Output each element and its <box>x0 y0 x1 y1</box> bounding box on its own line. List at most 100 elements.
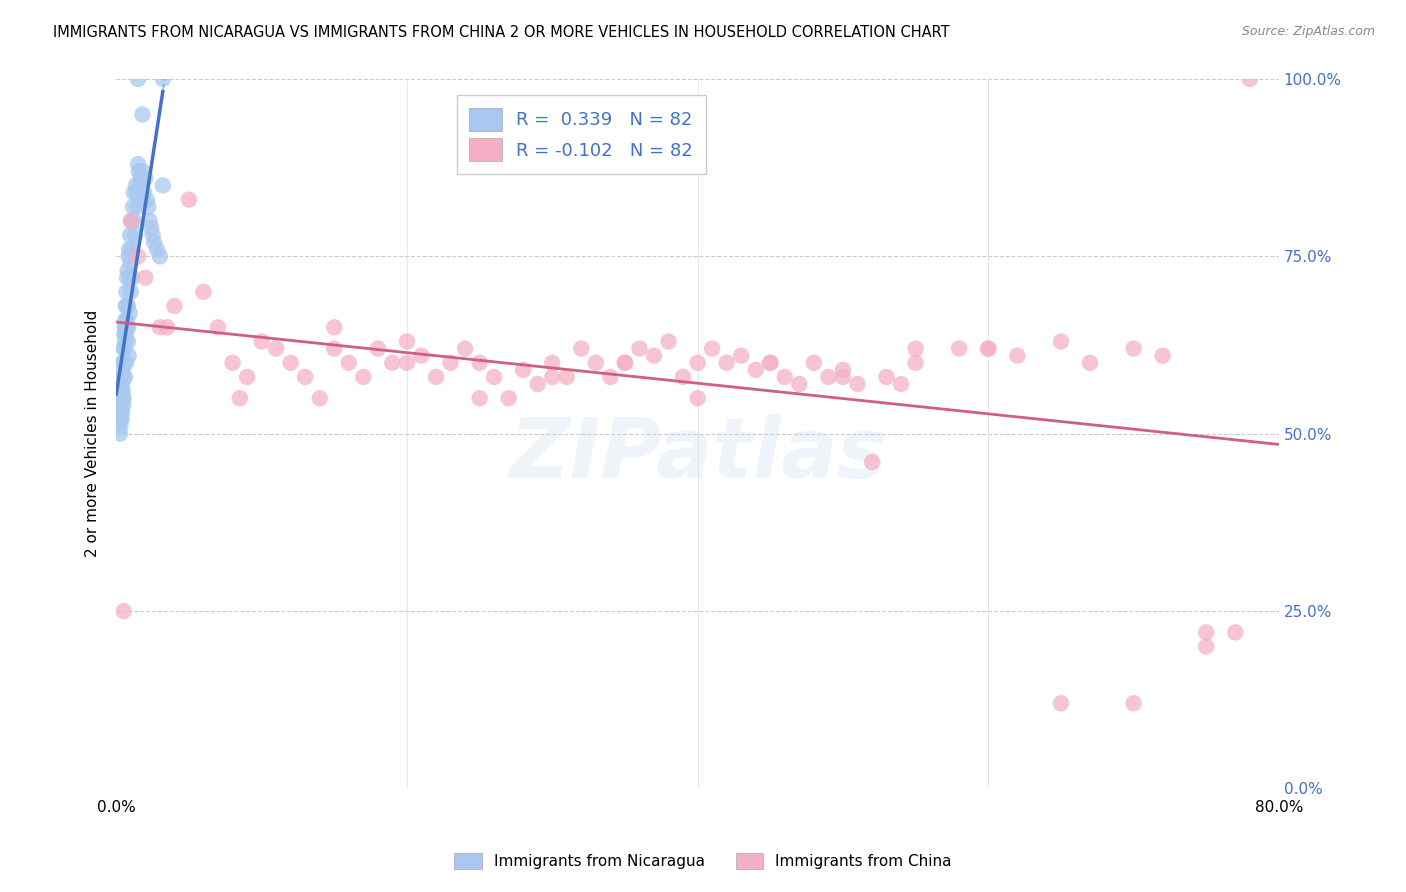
Point <box>832 363 855 377</box>
Point <box>613 356 636 370</box>
Point <box>108 412 131 426</box>
Point <box>152 178 174 193</box>
Point <box>1195 625 1218 640</box>
Point <box>129 171 152 186</box>
Point <box>127 157 149 171</box>
Point <box>948 342 970 356</box>
Point <box>229 391 252 405</box>
Point <box>1122 342 1144 356</box>
Point <box>115 299 138 313</box>
Point <box>672 370 695 384</box>
Point <box>759 356 782 370</box>
Point <box>1050 334 1073 349</box>
Point <box>120 256 142 270</box>
Point <box>114 320 136 334</box>
Point <box>114 299 136 313</box>
Point <box>127 249 149 263</box>
Point <box>117 263 139 277</box>
Point <box>759 356 782 370</box>
Point <box>114 327 136 342</box>
Point <box>112 391 135 405</box>
Point <box>904 356 927 370</box>
Point <box>977 342 1000 356</box>
Point <box>112 356 135 370</box>
Point <box>904 342 927 356</box>
Point <box>280 356 302 370</box>
Point <box>114 320 136 334</box>
Point <box>121 270 143 285</box>
Point <box>876 370 898 384</box>
Point <box>817 370 839 384</box>
Point <box>108 426 131 441</box>
Point <box>156 320 179 334</box>
Point <box>121 214 143 228</box>
Point <box>323 320 346 334</box>
Point <box>803 356 825 370</box>
Point <box>138 214 160 228</box>
Point <box>136 200 159 214</box>
Point <box>114 313 136 327</box>
Point <box>425 370 447 384</box>
Point <box>337 356 360 370</box>
Point <box>120 214 142 228</box>
Point <box>128 178 150 193</box>
Point <box>643 349 665 363</box>
Point <box>1152 349 1174 363</box>
Point <box>134 171 156 186</box>
Point <box>149 249 172 263</box>
Point <box>118 242 141 256</box>
Point <box>498 391 520 405</box>
Point <box>122 186 145 200</box>
Point <box>163 299 186 313</box>
Point <box>221 356 243 370</box>
Point <box>118 306 141 320</box>
Point <box>112 604 135 618</box>
Point <box>117 349 139 363</box>
Point <box>117 299 139 313</box>
Point <box>1078 356 1101 370</box>
Point <box>128 164 150 178</box>
Point <box>108 405 131 419</box>
Point <box>1050 696 1073 710</box>
Point <box>352 370 374 384</box>
Point <box>115 356 138 370</box>
Point <box>141 221 163 235</box>
Point <box>111 412 134 426</box>
Point <box>716 356 738 370</box>
Point <box>395 334 418 349</box>
Point <box>264 342 287 356</box>
Point <box>111 370 134 384</box>
Point <box>122 200 145 214</box>
Point <box>107 391 129 405</box>
Point <box>832 370 855 384</box>
Y-axis label: 2 or more Vehicles in Household: 2 or more Vehicles in Household <box>86 310 100 558</box>
Point <box>132 186 155 200</box>
Point <box>555 370 578 384</box>
Point <box>112 342 135 356</box>
Point <box>120 285 142 299</box>
Point <box>381 356 404 370</box>
Point <box>110 384 132 399</box>
Point <box>308 391 330 405</box>
Point <box>1195 640 1218 654</box>
Point <box>773 370 796 384</box>
Point <box>152 72 174 87</box>
Point <box>121 242 143 256</box>
Point <box>395 356 418 370</box>
Point <box>108 398 131 412</box>
Point <box>657 334 679 349</box>
Point <box>111 377 134 392</box>
Point <box>117 334 139 349</box>
Point <box>789 377 811 392</box>
Point <box>1225 625 1247 640</box>
Point <box>149 320 172 334</box>
Point <box>112 327 135 342</box>
Point <box>111 363 134 377</box>
Point <box>110 391 132 405</box>
Point <box>860 455 883 469</box>
Point <box>1007 349 1029 363</box>
Point <box>569 342 592 356</box>
Text: Source: ZipAtlas.com: Source: ZipAtlas.com <box>1241 25 1375 38</box>
Point <box>207 320 229 334</box>
Point <box>613 356 636 370</box>
